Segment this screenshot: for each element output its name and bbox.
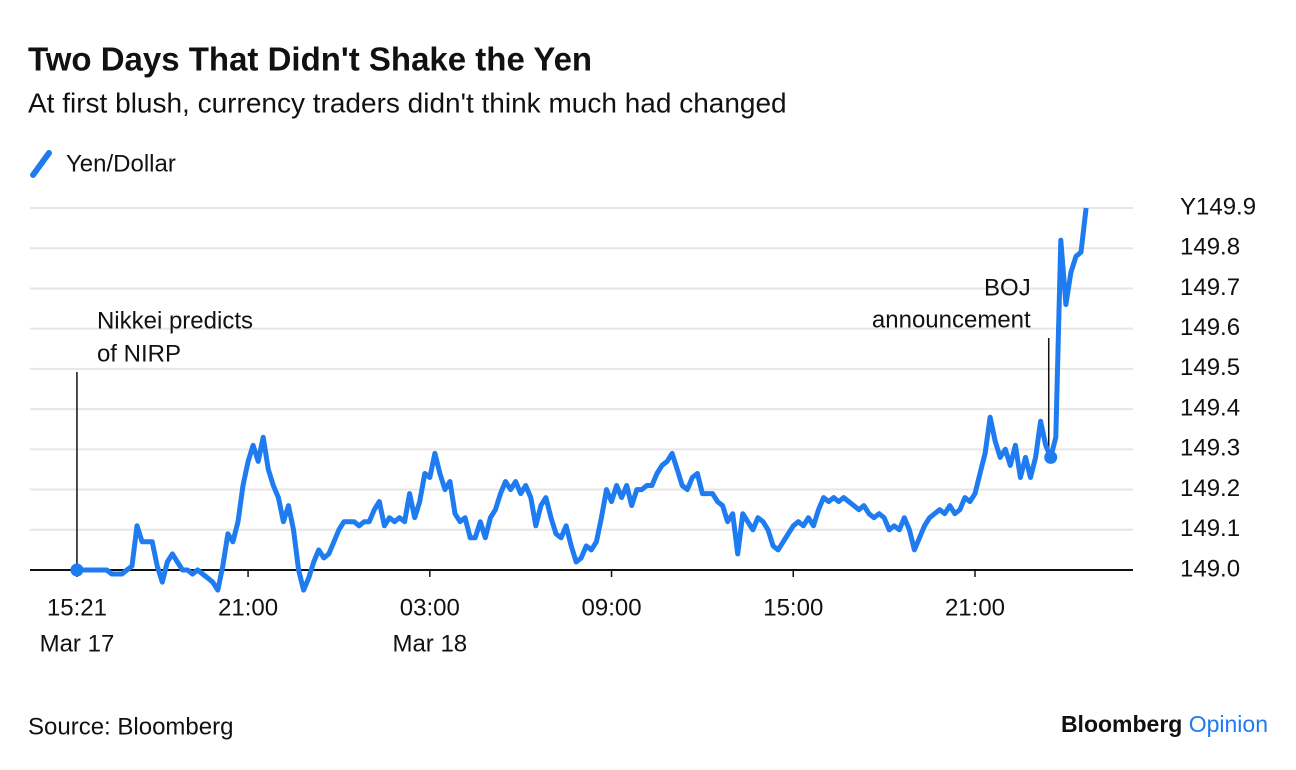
y-tick-label: 149.4	[1180, 394, 1240, 421]
annotation-text: announcement	[872, 306, 1031, 333]
x-tick-label: 21:00	[218, 594, 278, 621]
source: Source: Bloomberg	[28, 713, 233, 740]
y-tick-label: 149.2	[1180, 475, 1240, 502]
x-tick-label: 21:00	[945, 594, 1005, 621]
x-tick-label: 09:00	[582, 594, 642, 621]
x-tick-label: 15:21	[47, 594, 107, 621]
chart-title: Two Days That Didn't Shake the Yen	[28, 41, 592, 78]
annotation-text: of NIRP	[97, 340, 181, 367]
y-tick-label: 149.3	[1180, 435, 1240, 462]
series-line	[76, 207, 1089, 593]
event-marker	[1044, 450, 1058, 464]
annotation-text: BOJ	[984, 274, 1031, 301]
brand-section: Opinion	[1189, 711, 1268, 737]
annotation-text: Nikkei predicts	[97, 307, 253, 334]
legend-swatch	[30, 150, 52, 178]
event-marker	[70, 563, 84, 577]
x-tick-date: Mar 18	[392, 630, 467, 657]
y-tick-label: Y149.9	[1180, 193, 1256, 220]
y-tick-label: 149.6	[1180, 314, 1240, 341]
x-tick-date: Mar 17	[40, 630, 115, 657]
chart-subtitle: At first blush, currency traders didn't …	[28, 87, 787, 118]
x-tick-label: 15:00	[763, 594, 823, 621]
brand-name: Bloomberg	[1061, 711, 1182, 737]
y-tick-label: 149.8	[1180, 234, 1240, 261]
y-tick-label: 149.5	[1180, 354, 1240, 381]
legend-label: Yen/Dollar	[66, 150, 176, 177]
x-tick-label: 03:00	[400, 594, 460, 621]
y-tick-label: 149.7	[1180, 274, 1240, 301]
y-tick-label: 149.0	[1180, 555, 1240, 582]
y-tick-label: 149.1	[1180, 515, 1240, 542]
brand: Bloomberg Opinion	[1061, 711, 1268, 737]
